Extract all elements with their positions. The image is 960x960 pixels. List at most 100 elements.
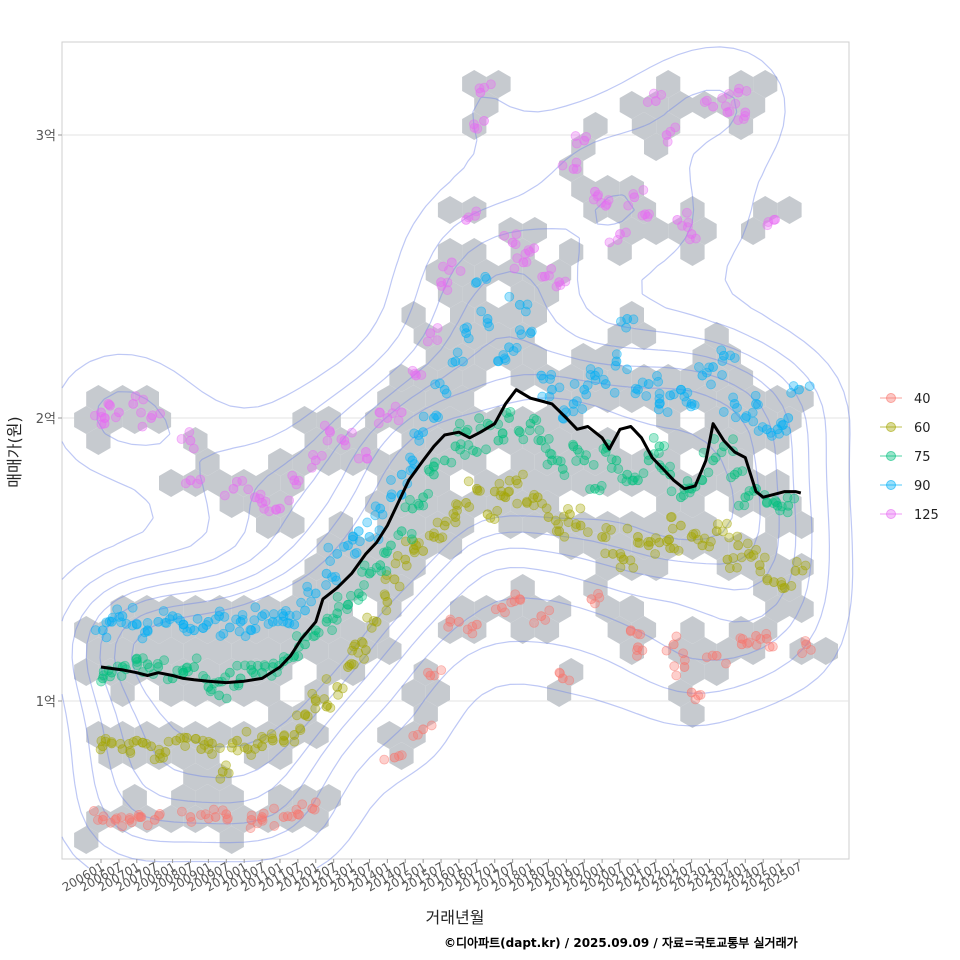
point-90 — [544, 391, 555, 402]
point-75 — [744, 486, 755, 496]
point-75 — [240, 660, 250, 671]
point-60 — [759, 552, 770, 563]
density-contour — [85, 271, 797, 825]
point-90 — [482, 318, 493, 328]
hexbin-cell — [680, 490, 705, 518]
point-60 — [706, 536, 716, 547]
hexbin-cell — [619, 385, 644, 413]
hexbin-cell — [171, 742, 196, 770]
point-90 — [268, 609, 279, 619]
point-75 — [159, 655, 170, 666]
point-90 — [396, 469, 407, 480]
point-125 — [684, 234, 695, 245]
legend-key-point — [886, 422, 896, 432]
point-125 — [730, 98, 741, 109]
point-75 — [446, 457, 457, 468]
point-125 — [195, 474, 206, 485]
point-90 — [164, 614, 175, 625]
point-75 — [743, 491, 754, 501]
point-60 — [667, 523, 678, 534]
point-125 — [188, 443, 199, 454]
point-60 — [310, 694, 321, 704]
hexbin-cell — [656, 70, 681, 98]
point-40 — [426, 720, 437, 731]
point-60 — [728, 553, 739, 563]
point-75 — [191, 653, 202, 664]
y-tick-label: 2억 — [36, 412, 56, 427]
point-125 — [375, 407, 385, 418]
point-75 — [627, 475, 638, 486]
point-60 — [409, 547, 420, 558]
point-125 — [588, 194, 599, 205]
point-60 — [634, 538, 645, 549]
hexbin-cell — [316, 406, 341, 434]
point-40 — [497, 602, 507, 613]
point-125 — [442, 277, 453, 288]
hexbin-cell — [183, 679, 208, 707]
point-90 — [386, 489, 397, 500]
point-90 — [458, 356, 468, 367]
hexbin-cell — [353, 553, 378, 581]
point-40 — [490, 604, 501, 615]
point-125 — [470, 210, 480, 221]
point-60 — [666, 512, 677, 522]
hexbin-cell — [692, 637, 717, 665]
hexbin-cell — [377, 637, 402, 665]
hexbin-cell — [146, 616, 172, 644]
hexbin-cell — [692, 511, 717, 539]
point-90 — [747, 407, 758, 418]
point-40 — [133, 812, 144, 822]
hexbin-cell — [741, 553, 766, 581]
point-40 — [467, 628, 478, 639]
point-60 — [250, 744, 260, 754]
hexbin-cell — [498, 511, 523, 539]
point-90 — [332, 548, 343, 559]
point-125 — [499, 230, 510, 241]
point-125 — [105, 400, 115, 411]
hexbin-cell — [425, 511, 450, 539]
hexbin-cell — [268, 742, 293, 770]
point-40 — [671, 670, 682, 681]
point-60 — [512, 498, 523, 509]
hexbin-cell — [304, 553, 329, 581]
hexbin-cell — [644, 469, 669, 497]
point-75 — [423, 488, 434, 499]
point-125 — [623, 200, 634, 211]
hexbin-cell — [607, 196, 632, 224]
hexbin-cell — [498, 595, 523, 623]
point-90 — [609, 387, 620, 398]
point-75 — [268, 658, 279, 669]
hexbin-cell — [474, 343, 499, 371]
point-60 — [307, 688, 318, 699]
point-75 — [182, 662, 193, 673]
point-75 — [533, 435, 544, 445]
point-90 — [554, 382, 565, 393]
hexbin-cell — [559, 448, 584, 476]
point-90 — [577, 404, 588, 414]
point-90 — [590, 375, 601, 386]
point-40 — [93, 815, 103, 825]
point-75 — [666, 486, 677, 497]
point-40 — [297, 799, 308, 810]
hexbin-cell — [753, 406, 778, 434]
point-90 — [701, 367, 712, 378]
legend-label: 75 — [914, 450, 931, 465]
point-60 — [179, 732, 190, 743]
hexbin-cell — [98, 742, 123, 770]
point-90 — [101, 632, 112, 643]
hexbin-cell — [207, 679, 232, 707]
point-75 — [96, 676, 106, 687]
point-90 — [706, 379, 716, 390]
point-125 — [308, 450, 318, 460]
point-90 — [463, 333, 474, 344]
hexbin-cell — [474, 91, 499, 119]
point-60 — [256, 731, 267, 742]
point-90 — [718, 407, 729, 417]
point-60 — [575, 503, 586, 514]
point-90 — [662, 407, 673, 418]
point-90 — [90, 625, 101, 636]
point-90 — [347, 531, 358, 542]
hexbin-cell — [437, 322, 463, 350]
point-90 — [686, 401, 696, 412]
point-60 — [199, 740, 210, 750]
